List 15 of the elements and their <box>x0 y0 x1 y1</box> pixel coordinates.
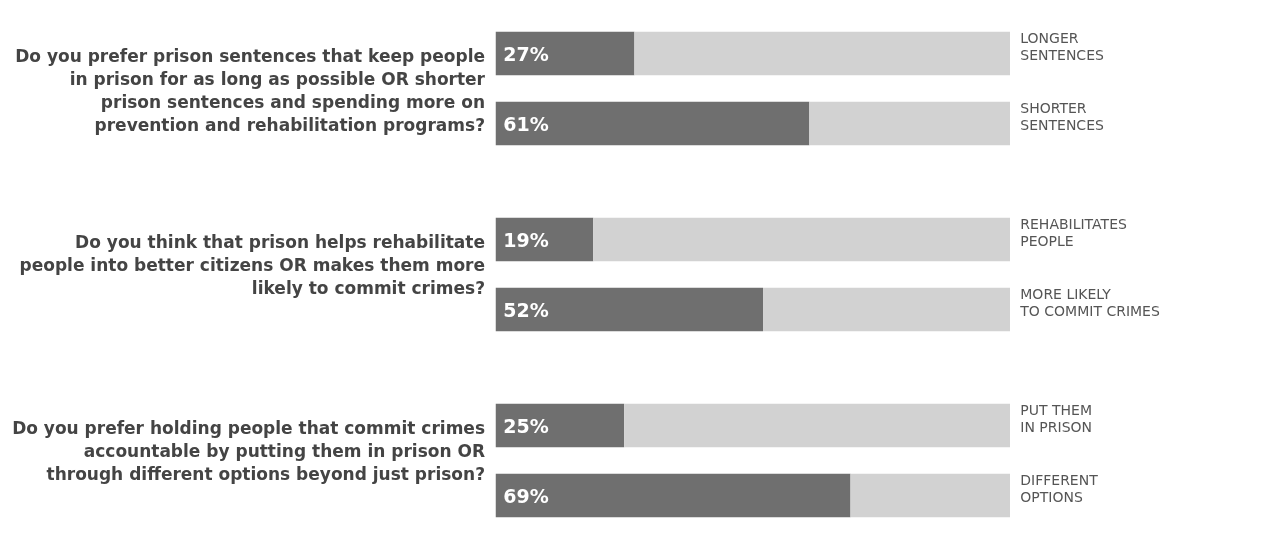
data-label: 27% <box>503 42 549 65</box>
category-label: LONGER SENTENCES <box>1020 29 1104 64</box>
data-label: 52% <box>503 298 549 321</box>
category-label: MORE LIKELY TO COMMIT CRIMES <box>1020 285 1160 320</box>
category-label: DIFFERENT OPTIONS <box>1020 471 1098 506</box>
category-label: PUT THEM IN PRISON <box>1020 401 1093 436</box>
text: Do you prefer prison sentences that keep people in prison for as long as possible OR shorter prison sentences and spending more on prevention and rehabilitation programs? <box>14 45 485 137</box>
text: Do you think that prison helps rehabilitate people into better citizens OR makes them more likely to commit crimes? <box>18 231 485 300</box>
data-label: 61% <box>503 112 549 135</box>
data-label: 69% <box>503 484 549 507</box>
data-label: 19% <box>503 228 549 251</box>
data-label: 25% <box>503 414 549 437</box>
category-label: REHABILITATES PEOPLE <box>1020 215 1127 250</box>
text: Do you prefer holding people that commit crimes accountable by putting them in prison OR through different options beyond just prison? <box>11 417 485 486</box>
category-label: SHORTER SENTENCES <box>1020 99 1104 134</box>
